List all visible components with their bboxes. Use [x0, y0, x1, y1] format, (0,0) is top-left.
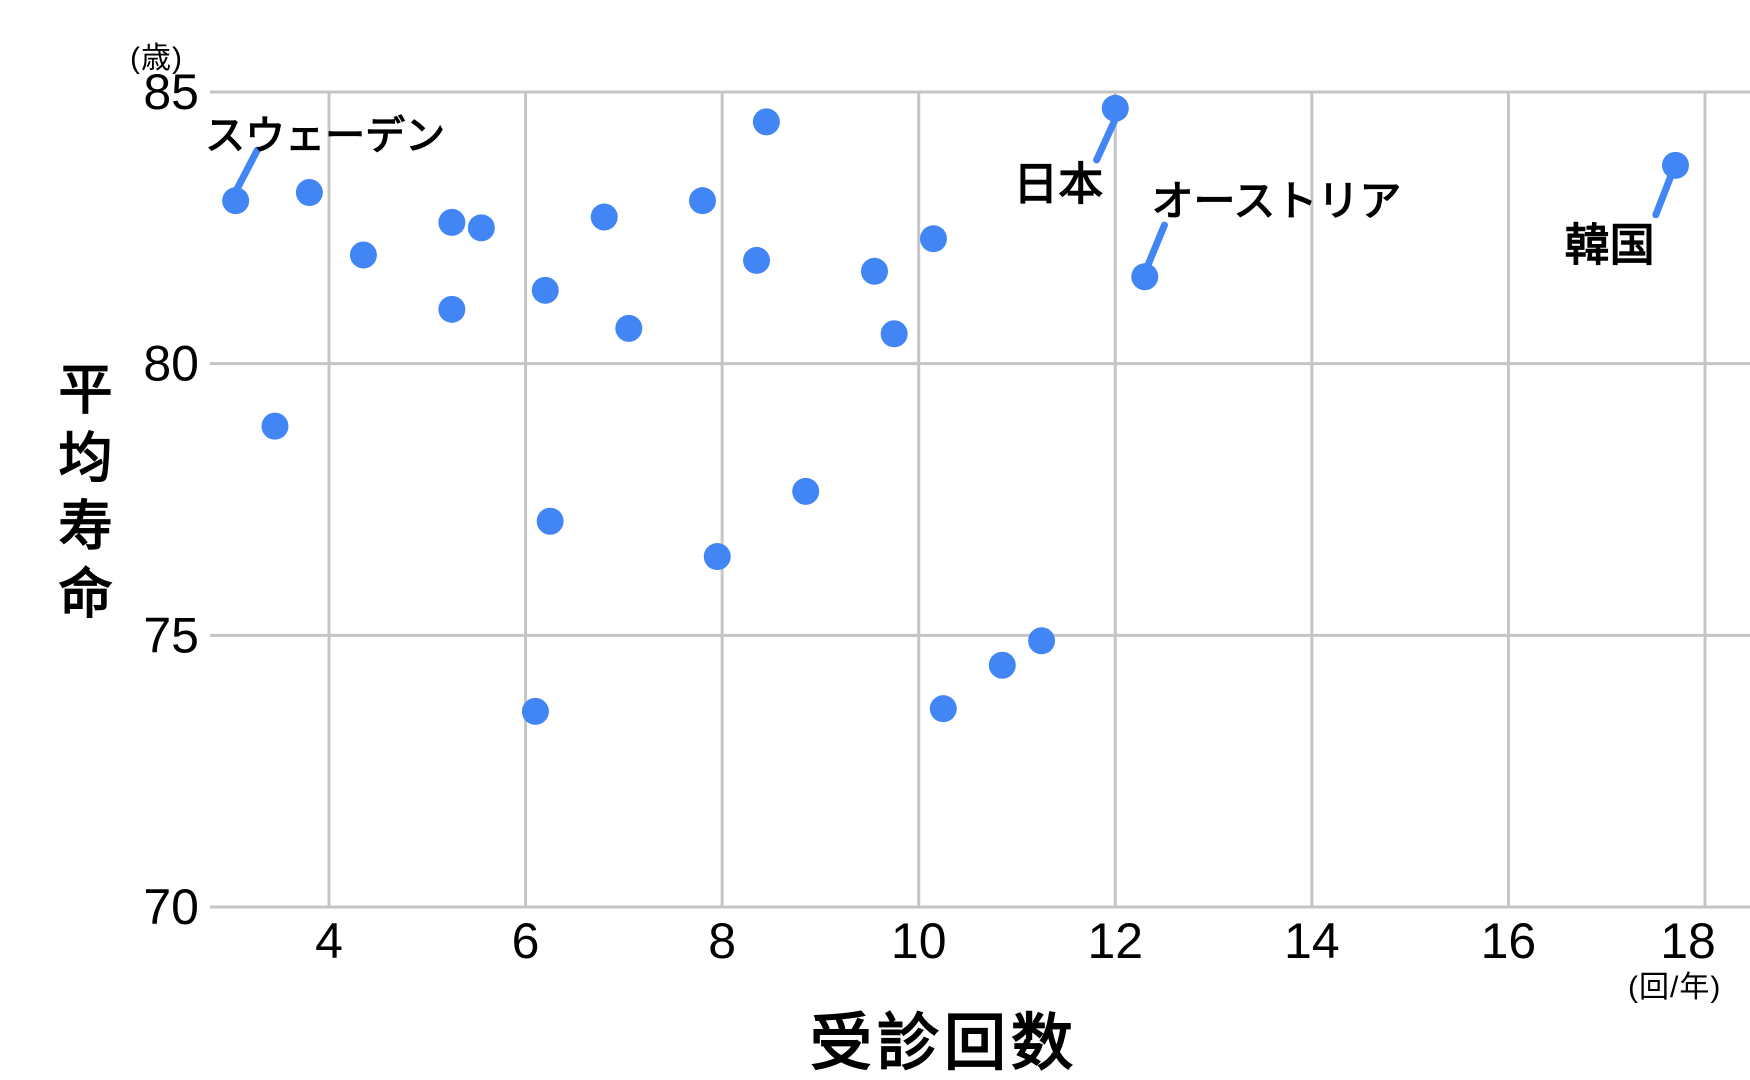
x-tick-label-10: 10 — [891, 913, 947, 969]
data-point-5 — [438, 295, 466, 323]
data-point-18 — [536, 507, 564, 535]
y-tick-label-85: 85 — [143, 64, 199, 120]
data-point-22 — [929, 695, 957, 723]
annotation-line-3 — [1652, 173, 1675, 219]
data-point-19 — [792, 477, 820, 505]
data-point-13 — [919, 225, 947, 253]
x-axis-unit-label: (回/年) — [1628, 971, 1722, 1004]
y-tick-label-70: 70 — [143, 879, 199, 935]
x-tick-label-12: 12 — [1087, 913, 1143, 969]
data-point-7 — [590, 203, 618, 231]
y-axis-title: 平均寿命 — [50, 361, 110, 633]
data-point-1 — [295, 179, 323, 207]
annotation-line-0 — [233, 146, 261, 194]
annotation-line-1 — [1093, 111, 1121, 164]
data-point-6 — [531, 276, 559, 304]
x-axis-title: 受診回数 — [809, 1009, 1079, 1078]
data-point-16 — [1131, 263, 1159, 291]
data-point-12 — [860, 257, 888, 285]
data-point-24 — [1028, 627, 1056, 655]
data-point-10 — [752, 108, 780, 136]
data-point-2 — [349, 241, 377, 269]
data-point-0 — [222, 187, 250, 215]
data-point-3 — [438, 208, 466, 236]
y-axis-unit-label: (歳) — [130, 42, 183, 75]
annotation-label-2: オーストリア — [1151, 177, 1402, 225]
x-tick-label-4: 4 — [315, 913, 343, 969]
data-point-23 — [988, 651, 1016, 679]
y-tick-label-80: 80 — [143, 336, 199, 392]
data-point-8 — [615, 314, 643, 342]
data-point-14 — [880, 320, 908, 348]
x-tick-label-8: 8 — [708, 913, 736, 969]
x-tick-label-6: 6 — [512, 913, 540, 969]
data-point-17 — [261, 412, 289, 440]
data-point-4 — [467, 214, 495, 242]
x-tick-label-16: 16 — [1481, 913, 1537, 969]
data-point-25 — [1662, 151, 1690, 179]
data-point-9 — [689, 187, 717, 215]
y-tick-label-75: 75 — [143, 607, 199, 663]
annotation-label-1: 日本 — [1013, 158, 1104, 210]
annotation-line-2 — [1143, 221, 1168, 272]
data-point-11 — [743, 246, 771, 274]
data-point-21 — [521, 697, 549, 725]
x-tick-label-18: 18 — [1660, 913, 1716, 969]
data-point-15 — [1101, 94, 1129, 122]
annotation-label-3: 韓国 — [1564, 219, 1655, 271]
x-tick-label-14: 14 — [1284, 913, 1340, 969]
data-point-20 — [703, 543, 731, 571]
annotation-label-0: スウェーデン — [205, 114, 446, 159]
